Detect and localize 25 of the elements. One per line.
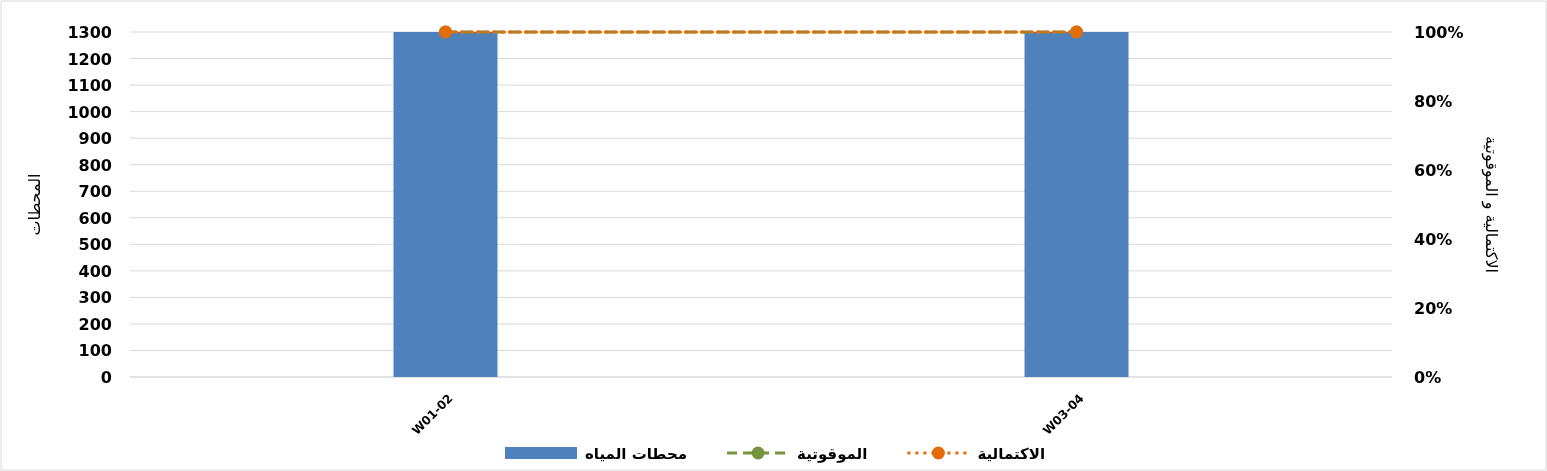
y-tick-label: 600	[78, 208, 112, 228]
y-tick-label: 800	[78, 155, 112, 175]
legend-label: الموقوتية	[797, 445, 868, 463]
y-tick-label: 1200	[67, 49, 112, 69]
y-tick-label: 1100	[67, 76, 112, 96]
y-axis-title: المحطات	[25, 173, 44, 236]
legend-label: محطات المياه	[585, 445, 688, 463]
y2-tick-label: 100%	[1414, 23, 1464, 42]
y-tick-label: 500	[78, 235, 112, 255]
y-tick-label: 1000	[67, 102, 112, 122]
y-tick-label: 1300	[67, 23, 112, 42]
y-tick-label: 0	[100, 368, 112, 387]
y-tick-label: 400	[78, 261, 112, 281]
y2-tick-label: 40%	[1414, 230, 1453, 249]
y2-axis-title: الاكتمالية و الموقوتية	[1481, 136, 1501, 273]
y-tick-label: 200	[78, 314, 112, 334]
y2-tick-label: 0%	[1414, 368, 1442, 387]
y-tick-label: 300	[78, 288, 112, 308]
y2-tick-label: 80%	[1414, 92, 1453, 111]
y2-tick-label: 20%	[1414, 299, 1453, 318]
legend-label: الاكتمالية	[977, 445, 1046, 463]
y-tick-label: 100	[78, 341, 112, 361]
y2-tick-label: 60%	[1414, 161, 1453, 180]
y-tick-label: 900	[78, 129, 112, 149]
y-tick-label: 700	[78, 182, 112, 202]
